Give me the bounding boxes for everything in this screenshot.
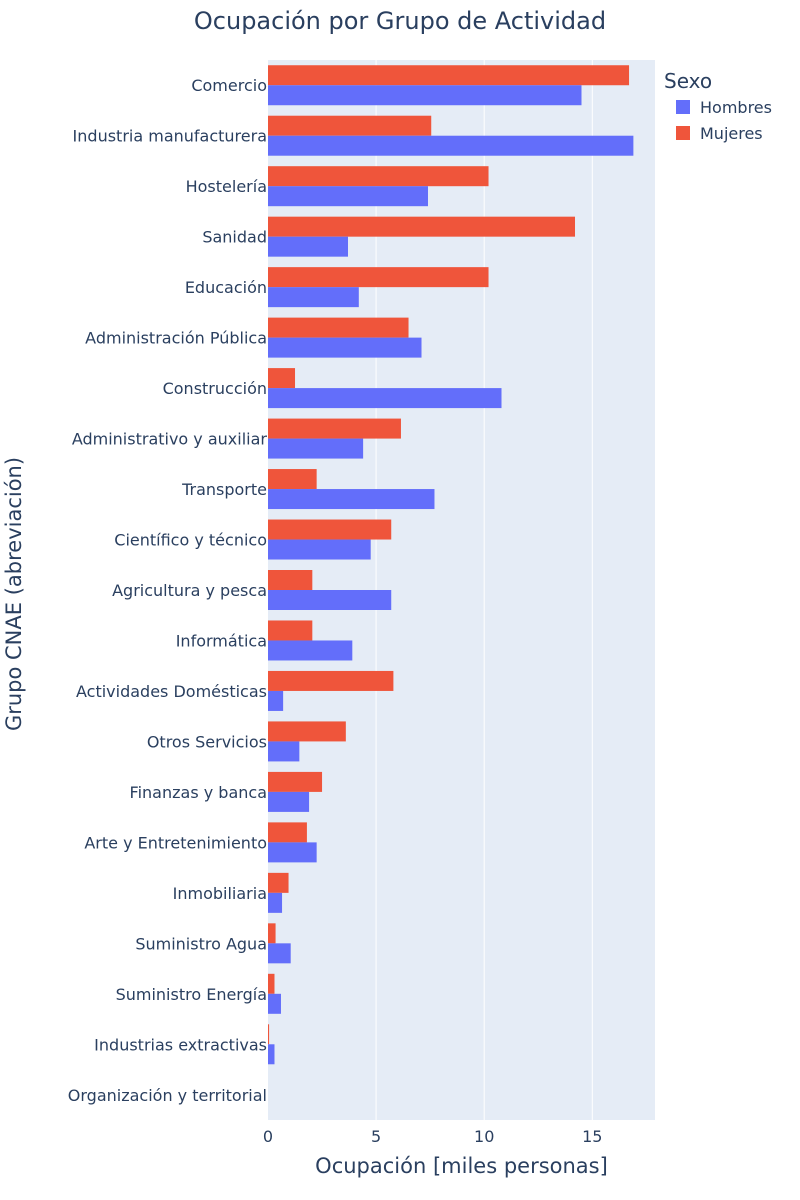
legend-label-mujeres[interactable]: Mujeres bbox=[700, 124, 763, 143]
category-label: Finanzas y banca bbox=[130, 783, 267, 802]
category-label: Sanidad bbox=[202, 228, 267, 247]
chart-title: Ocupación por Grupo de Actividad bbox=[194, 7, 606, 35]
bar-mujeres[interactable] bbox=[268, 469, 317, 490]
legend-swatch-hombres[interactable] bbox=[676, 100, 690, 114]
category-label: Suministro Energía bbox=[116, 985, 267, 1004]
bar-mujeres[interactable] bbox=[268, 822, 307, 843]
bar-mujeres[interactable] bbox=[268, 216, 576, 237]
bar-hombres[interactable] bbox=[268, 791, 310, 812]
category-label: Construcción bbox=[163, 379, 267, 398]
category-label: Industria manufacturera bbox=[73, 127, 267, 146]
bar-hombres[interactable] bbox=[268, 287, 359, 308]
x-axis-title: Ocupación [miles personas] bbox=[315, 1154, 608, 1178]
bar-mujeres[interactable] bbox=[268, 267, 489, 288]
category-label: Administrativo y auxiliar bbox=[72, 430, 268, 449]
category-label: Científico y técnico bbox=[114, 531, 267, 550]
bar-mujeres[interactable] bbox=[268, 115, 432, 136]
bar-mujeres[interactable] bbox=[268, 1024, 270, 1045]
bar-mujeres[interactable] bbox=[268, 166, 489, 187]
bar-hombres[interactable] bbox=[268, 236, 348, 257]
x-tick-label: 5 bbox=[371, 1127, 381, 1146]
bar-hombres[interactable] bbox=[268, 85, 582, 106]
category-label: Arte y Entretenimiento bbox=[84, 833, 267, 852]
bar-hombres[interactable] bbox=[268, 842, 317, 863]
bar-mujeres[interactable] bbox=[268, 923, 276, 944]
bar-hombres[interactable] bbox=[268, 438, 364, 459]
bar-mujeres[interactable] bbox=[268, 570, 313, 590]
category-label: Industrias extractivas bbox=[94, 1035, 267, 1054]
bar-mujeres[interactable] bbox=[268, 418, 401, 439]
bar-hombres[interactable] bbox=[268, 690, 284, 711]
bar-mujeres[interactable] bbox=[268, 973, 275, 994]
category-label: Hostelería bbox=[186, 177, 267, 196]
bar-mujeres[interactable] bbox=[268, 771, 323, 792]
bar-mujeres[interactable] bbox=[268, 721, 346, 742]
bar-mujeres[interactable] bbox=[268, 368, 296, 389]
bar-mujeres[interactable] bbox=[268, 317, 409, 338]
category-label: Educación bbox=[185, 278, 267, 297]
bar-hombres[interactable] bbox=[268, 539, 371, 560]
category-label: Transporte bbox=[181, 480, 267, 499]
x-tick-label: 15 bbox=[582, 1127, 602, 1146]
bar-hombres[interactable] bbox=[268, 135, 634, 156]
legend[interactable]: Sexo Hombres Mujeres bbox=[664, 69, 772, 143]
legend-title: Sexo bbox=[664, 69, 712, 93]
category-label: Administración Pública bbox=[85, 329, 267, 348]
category-label: Actividades Domésticas bbox=[76, 682, 267, 701]
bar-mujeres[interactable] bbox=[268, 65, 630, 86]
category-label: Inmobiliaria bbox=[173, 884, 267, 903]
bar-mujeres[interactable] bbox=[268, 620, 313, 641]
x-tick-labels: 0 5 10 15 bbox=[263, 1127, 603, 1146]
category-label: Informática bbox=[176, 631, 267, 650]
bar-hombres[interactable] bbox=[268, 489, 435, 510]
legend-items: Hombres Mujeres bbox=[676, 98, 772, 143]
bar-mujeres[interactable] bbox=[268, 519, 392, 540]
legend-swatch-mujeres[interactable] bbox=[676, 126, 690, 140]
bars bbox=[268, 65, 634, 1065]
bar-hombres[interactable] bbox=[268, 186, 428, 207]
bar-mujeres[interactable] bbox=[268, 872, 289, 893]
bar-hombres[interactable] bbox=[268, 337, 422, 358]
category-label: Agricultura y pesca bbox=[112, 581, 267, 600]
bar-hombres[interactable] bbox=[268, 993, 281, 1014]
bar-hombres[interactable] bbox=[268, 943, 291, 964]
bar-hombres[interactable] bbox=[268, 388, 502, 409]
y-axis-title: Grupo CNAE (abreviación) bbox=[2, 457, 26, 731]
bar-hombres[interactable] bbox=[268, 590, 392, 610]
x-tick-label: 0 bbox=[263, 1127, 273, 1146]
bar-hombres[interactable] bbox=[268, 741, 300, 762]
category-label: Organización y territorial bbox=[68, 1086, 267, 1105]
category-label: Comercio bbox=[191, 76, 267, 95]
bar-mujeres[interactable] bbox=[268, 670, 394, 691]
bar-hombres[interactable] bbox=[268, 640, 353, 661]
bar-hombres[interactable] bbox=[268, 892, 283, 913]
x-tick-label: 10 bbox=[474, 1127, 494, 1146]
category-label: Suministro Agua bbox=[135, 934, 267, 953]
legend-label-hombres[interactable]: Hombres bbox=[700, 98, 772, 117]
category-label: Otros Servicios bbox=[147, 732, 267, 751]
category-labels: Comercio Industria manufacturera Hostelerí… bbox=[68, 76, 268, 1105]
bar-hombres[interactable] bbox=[268, 1044, 275, 1065]
